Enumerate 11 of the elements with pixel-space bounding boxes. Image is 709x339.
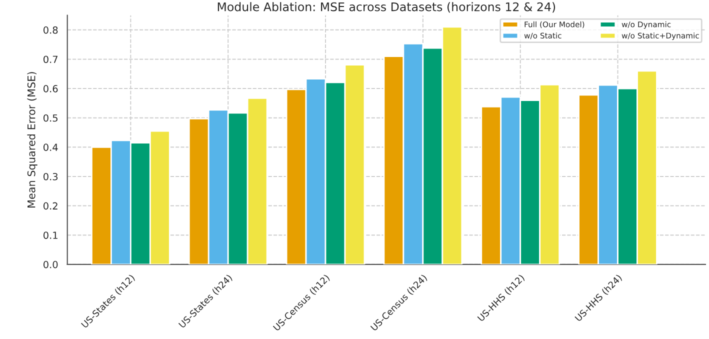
y-tick-label: 0.2 [44,202,58,210]
y-tick-label: 0.3 [44,172,58,180]
chart-title: Module Ablation: MSE across Datasets (horizons 12 & 24) [218,2,556,13]
y-tick-label: 0.5 [44,114,58,122]
y-tick-label: 0.7 [44,56,58,64]
y-tick-label: 0.1 [44,232,58,239]
y-tick-label: 0.4 [44,144,58,151]
y-axis-title: Mean Squared Error (MSE) [27,72,38,208]
y-tick-label: 0.0 [44,260,58,268]
y-tick-label: 0.8 [44,26,58,34]
y-tick-label: 0.6 [44,85,58,92]
